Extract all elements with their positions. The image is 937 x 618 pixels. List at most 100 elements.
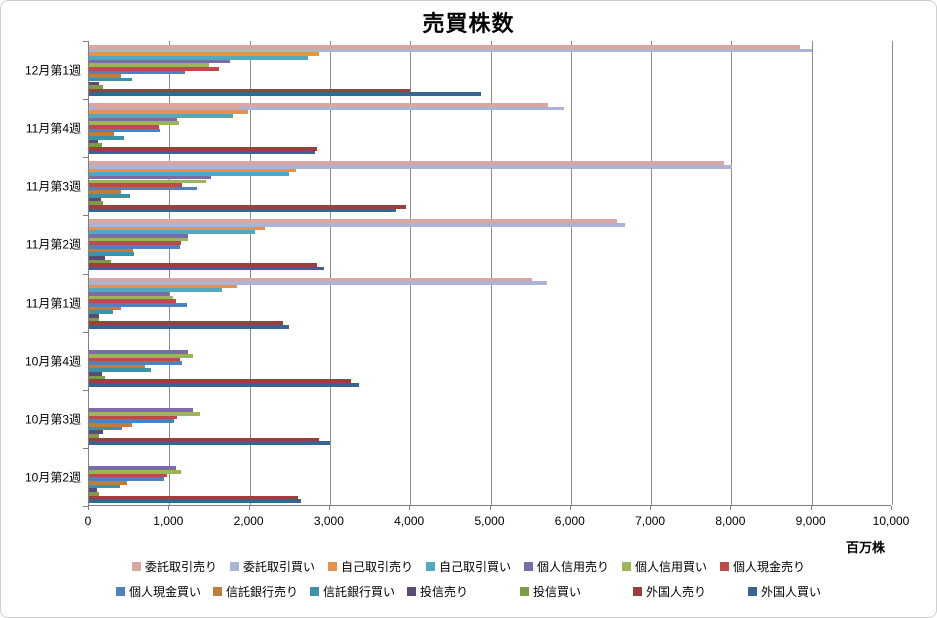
y-axis-tick: [83, 41, 88, 42]
x-tick-label: 0: [84, 514, 92, 528]
legend-marker: [229, 562, 239, 571]
x-axis-tick: [489, 506, 491, 510]
legend-label: 投信売り: [419, 585, 468, 599]
bar: [89, 284, 237, 289]
x-tick-label: 1,000: [153, 514, 184, 528]
bar: [89, 372, 102, 376]
bar: [89, 281, 547, 285]
legend-marker: [115, 587, 125, 596]
legend-marker: [212, 587, 222, 596]
bar: [89, 81, 100, 86]
x-axis-tick: [569, 506, 571, 510]
plot-area: [88, 41, 893, 506]
bar: [89, 266, 325, 271]
bar: [89, 477, 164, 482]
legend-marker: [633, 587, 643, 596]
legend-marker: [622, 562, 632, 571]
bar: [89, 114, 233, 118]
bar: [89, 263, 318, 267]
bar: [89, 295, 174, 300]
legend-label: 個人信用買い: [635, 560, 708, 574]
x-axis-tick: [168, 506, 170, 510]
bar: [89, 499, 301, 503]
bar: [89, 103, 548, 107]
bar: [89, 179, 207, 184]
bar: [89, 237, 188, 242]
bar: [89, 303, 187, 307]
legend-label: 個人信用売り: [537, 560, 610, 574]
bar: [89, 299, 176, 304]
y-axis-tick: [83, 389, 88, 391]
category-label: 11月第4週: [25, 121, 81, 136]
y-axis-tick: [83, 331, 88, 333]
bar: [89, 412, 200, 416]
bar: [89, 419, 175, 423]
bar: [89, 88, 411, 93]
bar: [89, 408, 194, 412]
y-axis-tick: [83, 447, 88, 449]
bar: [89, 106, 565, 111]
gridline: [892, 41, 893, 505]
legend-marker: [425, 562, 435, 571]
legend-label: 外国人買い: [761, 585, 822, 599]
bar: [89, 466, 176, 471]
bar: [89, 495, 298, 500]
legend-marker: [520, 587, 529, 596]
bar: [89, 292, 170, 296]
bar: [89, 433, 99, 438]
bar: [89, 361, 183, 365]
category-label: 11月第2週: [25, 237, 81, 252]
bar: [89, 77, 132, 82]
bar: [89, 244, 180, 249]
gridline: [490, 41, 492, 505]
gridline: [410, 41, 412, 505]
x-tick-label: 9,000: [795, 514, 826, 528]
legend-label: 委託取引売り: [144, 560, 217, 574]
bar: [89, 368, 151, 373]
legend-marker: [720, 562, 730, 571]
x-tick-label: 8,000: [715, 514, 746, 528]
bar: [89, 201, 104, 206]
gridline: [329, 41, 331, 505]
bar: [89, 92, 481, 97]
x-axis-tick: [409, 506, 411, 510]
bar: [89, 70, 185, 75]
bar: [89, 383, 359, 387]
legend-label: 自己取引売り: [340, 560, 413, 574]
bar: [89, 255, 106, 260]
x-axis-tick: [891, 506, 892, 510]
x-tick-label: 10,000: [872, 514, 910, 528]
bar: [89, 208, 396, 213]
gridline: [249, 41, 251, 505]
bar: [89, 481, 127, 485]
bar: [89, 59, 230, 64]
y-axis-tick: [83, 99, 88, 101]
bar: [89, 248, 134, 253]
bar: [89, 226, 265, 231]
gridline: [169, 41, 171, 505]
bar: [89, 194, 130, 198]
bar: [89, 437, 319, 442]
category-label: 12月第1週: [24, 63, 81, 78]
bar: [89, 128, 161, 133]
axis-unit-label: 百万株: [846, 540, 886, 555]
bar: [89, 168, 297, 173]
bar: [89, 314, 99, 318]
bar: [89, 488, 98, 493]
bar: [89, 205, 407, 209]
bar: [89, 353, 194, 358]
x-tick-label: 2,000: [233, 514, 264, 528]
x-tick-label: 6,000: [554, 514, 585, 528]
category-label: 10月第4週: [24, 354, 81, 369]
bar: [89, 164, 733, 169]
legend-item: 個人信用売り: [524, 558, 609, 575]
bar: [89, 422, 132, 427]
legend-item: 信託銀行売り: [212, 583, 298, 600]
bar: [89, 241, 181, 245]
category-label: 10月第3週: [24, 412, 81, 427]
legend-item: 投信売り: [406, 583, 468, 600]
legend-item: 委託取引売り: [131, 558, 217, 575]
legend-label: 委託取引買い: [242, 560, 315, 574]
bar: [89, 364, 146, 369]
